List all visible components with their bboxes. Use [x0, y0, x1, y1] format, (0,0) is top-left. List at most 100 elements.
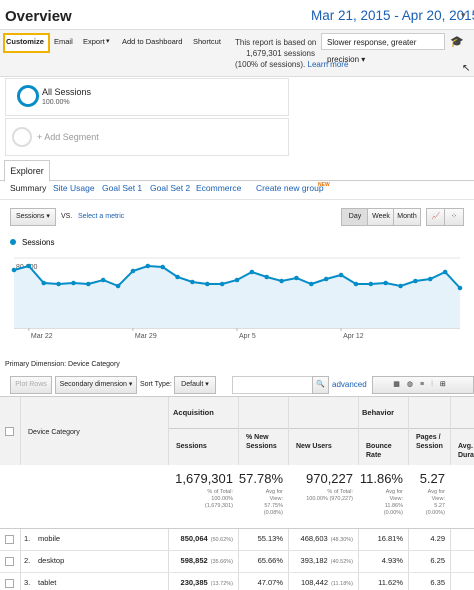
secondary-dimension[interactable]: Secondary dimension ▾	[55, 376, 137, 394]
row-cell: 598,852 (35.66%)	[168, 556, 233, 565]
column-header[interactable]: New Users	[296, 443, 332, 450]
export-arrow[interactable]: ▾	[106, 38, 110, 45]
row-cell-share: (13.72%)	[210, 581, 233, 587]
column-header[interactable]: Pages / Session	[416, 434, 443, 450]
row-name[interactable]: tablet	[38, 578, 57, 587]
row-cell: 11.62%	[358, 578, 403, 587]
point	[353, 281, 359, 287]
column-header[interactable]: Avg. Durati	[458, 443, 474, 459]
row-cell: 6.25	[408, 556, 445, 565]
row-index: 2.	[24, 556, 31, 565]
tab-line	[0, 180, 474, 181]
hat-icon[interactable]: 🎓	[450, 36, 464, 48]
secondary-label: Secondary dimension	[59, 381, 127, 388]
point	[249, 269, 255, 275]
segment-percent: 100.00%	[42, 99, 70, 106]
toolbar-item[interactable]: Customize	[6, 37, 44, 46]
explorer-tab[interactable]: Explorer	[4, 160, 50, 182]
point	[234, 277, 240, 283]
row-checkbox[interactable]	[5, 579, 14, 588]
point	[368, 281, 374, 287]
plot-rows[interactable]: Plot Rows	[10, 376, 52, 394]
point	[309, 281, 314, 287]
point	[442, 269, 448, 275]
column-header[interactable]: % New Sessions	[246, 434, 277, 450]
column-header[interactable]: Device Category	[28, 429, 80, 436]
period-button[interactable]: Month	[393, 208, 421, 226]
toolbar-item[interactable]: Export	[83, 37, 105, 46]
row-cell-value: 393,182	[300, 556, 328, 565]
learn-more[interactable]: Learn more	[307, 60, 349, 69]
toolbar-item[interactable]: Shortcut	[193, 37, 221, 46]
date-range[interactable]: Mar 21, 2015 - Apr 20, 2015	[311, 8, 474, 23]
subnav-item[interactable]: Goal Set 2	[150, 183, 191, 193]
header-checkbox[interactable]	[5, 427, 14, 436]
point	[11, 267, 17, 273]
total-value: 1,679,301	[175, 471, 233, 486]
x-tick-label: Apr 5	[239, 333, 256, 340]
add-segment[interactable]: + Add Segment	[37, 132, 99, 142]
add-segment-card[interactable]	[5, 118, 289, 156]
row-cell-value: 6.35	[430, 578, 445, 587]
row-name[interactable]: mobile	[38, 534, 61, 543]
date-arrow[interactable]: ▾	[461, 10, 466, 20]
row-cell: 108,442 (11.18%)	[288, 578, 353, 587]
toolbar-item[interactable]: Email	[54, 37, 73, 46]
row-cell-value: 16.81%	[377, 534, 403, 543]
point	[323, 276, 329, 282]
subnav-item[interactable]: Summary	[10, 183, 47, 193]
row-cell-value: 598,852	[180, 556, 208, 565]
precision-select[interactable]: Slower response, greater precision ▾	[321, 33, 445, 64]
vs-label: VS.	[61, 213, 73, 220]
x-tick-label: Apr 12	[343, 333, 364, 340]
select-metric[interactable]: Select a metric	[78, 213, 125, 220]
subnav-item[interactable]: Create new group	[256, 183, 324, 193]
motion-chart-icon[interactable]: ⁘	[444, 208, 464, 226]
report-line: This report is based on	[235, 38, 317, 47]
cursor: ↖	[462, 63, 471, 74]
row-index: 1.	[24, 534, 31, 543]
total-note: 11.86%	[384, 503, 403, 509]
search-button[interactable]: 🔍	[312, 376, 329, 394]
subnav-item[interactable]: Site Usage	[53, 183, 95, 193]
point	[115, 283, 121, 289]
row-cell: 393,182 (40.52%)	[288, 556, 353, 565]
period-button[interactable]: Week	[367, 208, 395, 226]
header-band	[0, 397, 474, 466]
precision-label: Slower response, greater precision	[327, 38, 417, 64]
table: Acquisition Behavior Device Category Sessio…	[0, 396, 474, 590]
row-cell-value: 6.25	[430, 556, 445, 565]
total-value: 57.78%	[238, 471, 283, 486]
report-line: 1,679,301 sessions	[246, 49, 315, 58]
total-note: Avg for	[385, 489, 403, 495]
subnav-line	[0, 199, 474, 200]
row-cell-value: 230,385	[180, 578, 208, 587]
row-checkbox[interactable]	[5, 535, 14, 544]
total-note: View:	[389, 496, 403, 502]
toolbar-item[interactable]: Add to Dashboard	[122, 37, 183, 46]
total-note: (0.00%)	[425, 510, 445, 516]
period-button[interactable]: Day	[341, 208, 369, 226]
new-badge: NEW	[318, 182, 330, 188]
total-note: Avg for	[427, 489, 445, 495]
advanced-link[interactable]: advanced	[332, 380, 367, 389]
search-box[interactable]	[232, 376, 314, 394]
column-header[interactable]: Bounce Rate	[366, 443, 392, 459]
row-cell-value: 47.07%	[257, 578, 283, 587]
total-note: View:	[269, 496, 283, 502]
sort-select[interactable]: Default ▾	[174, 376, 216, 394]
metric-select[interactable]: Sessions ▾	[10, 208, 56, 226]
report-line: (100% of sessions). Learn more	[235, 59, 348, 70]
subnav-item[interactable]: Ecommerce	[196, 183, 242, 193]
view-icons[interactable]: ▦◍≡⫶⊞	[372, 376, 474, 394]
row-name[interactable]: desktop	[38, 556, 65, 565]
segment-card[interactable]	[5, 78, 289, 116]
point	[56, 281, 61, 287]
point	[383, 280, 388, 286]
line-chart-icon[interactable]: 📈	[426, 208, 446, 226]
column-header[interactable]: Sessions	[176, 443, 207, 450]
row-checkbox[interactable]	[5, 557, 14, 566]
point	[130, 268, 136, 274]
point	[86, 281, 91, 287]
subnav-item[interactable]: Goal Set 1	[102, 183, 143, 193]
